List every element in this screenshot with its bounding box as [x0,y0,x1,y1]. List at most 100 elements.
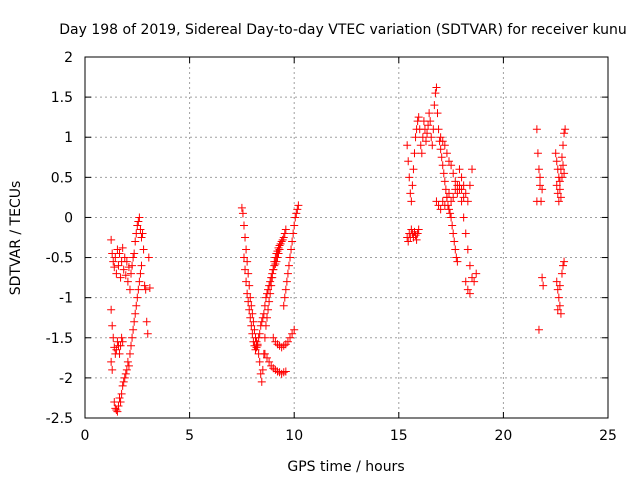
data-point [107,235,116,244]
data-point [430,101,439,110]
axis-ticks [84,56,609,419]
data-point [263,353,272,362]
x-tick-label: 20 [494,428,512,444]
data-point [248,309,257,318]
data-point [247,301,256,310]
data-point [557,173,566,182]
data-point [536,173,545,182]
data-point [410,149,419,158]
data-point [271,365,280,374]
data-point [265,357,274,366]
data-point [116,341,125,350]
data-point [129,253,138,262]
x-axis-label: GPS time / hours [287,459,404,475]
data-point [421,137,430,146]
data-point [553,305,562,314]
data-point [553,285,562,294]
y-axis-label: SDTVAR / TECUs [8,181,24,296]
data-point [432,83,441,92]
data-point [118,381,127,390]
data-point [417,149,426,158]
data-point [111,253,120,262]
data-point [248,329,257,338]
data-point [470,277,479,286]
data-point [448,221,457,230]
data-point [559,141,568,150]
data-point [261,293,270,302]
y-tick-label: 0 [64,210,73,226]
data-point [239,253,248,262]
y-tick-label: -0.5 [46,251,73,267]
data-point [238,209,247,218]
data-point [257,377,266,386]
data-point [418,133,427,142]
data-point [112,405,121,414]
data-point [136,225,145,234]
x-tick-label: 25 [599,428,617,444]
y-tick-label: 0.5 [51,170,73,186]
data-point [461,189,470,198]
data-point [438,161,447,170]
data-point [108,321,117,330]
data-point [116,397,125,406]
data-point [431,89,440,98]
data-point [283,269,292,278]
data-point [134,217,143,226]
data-point [127,341,136,350]
data-point [538,273,547,282]
data-point [273,253,282,262]
data-point [135,213,144,222]
data-point [414,113,423,122]
data-point [461,277,470,286]
data-point [125,285,134,294]
data-point [468,165,477,174]
data-point [273,367,282,376]
data-point [553,189,562,198]
data-point [286,333,295,342]
data-point [134,285,143,294]
data-point [117,333,126,342]
data-point [256,321,265,330]
data-point [452,253,461,262]
data-point [423,129,432,138]
data-point [457,173,466,182]
data-point [277,237,286,246]
data-point [115,249,124,258]
data-point [118,243,127,252]
data-point [260,301,269,310]
data-point [279,368,288,377]
data-point [408,181,417,190]
data-point [555,301,564,310]
data-point [463,285,472,294]
data-point [552,181,561,190]
data-point [559,161,568,170]
data-point [257,317,266,326]
data-point [137,233,146,242]
data-point [249,317,258,326]
data-point [551,149,560,158]
data-point [119,377,128,386]
data-point [538,185,547,194]
data-point [136,269,145,278]
data-point [428,141,437,150]
data-point [145,284,154,293]
data-point [264,285,273,294]
x-tick-label: 0 [81,428,90,444]
data-point [255,329,264,338]
data-point [409,165,418,174]
data-point [279,301,288,310]
data-point [113,407,122,416]
data-point [440,201,449,210]
data-point [243,289,252,298]
data-point [468,273,477,282]
data-point [472,269,481,278]
data-point [255,357,264,366]
data-point [290,221,299,230]
data-point [139,245,148,254]
axis-tick-labels: 0 5 10 15 20 25 -2.5 -2 -1.5 -1 -0.5 0 0.5 1 1.5 2 [46,50,617,444]
data-point [118,337,127,346]
data-point [277,343,286,352]
data-point [438,137,447,146]
data-point [281,285,290,294]
data-point [411,231,420,240]
